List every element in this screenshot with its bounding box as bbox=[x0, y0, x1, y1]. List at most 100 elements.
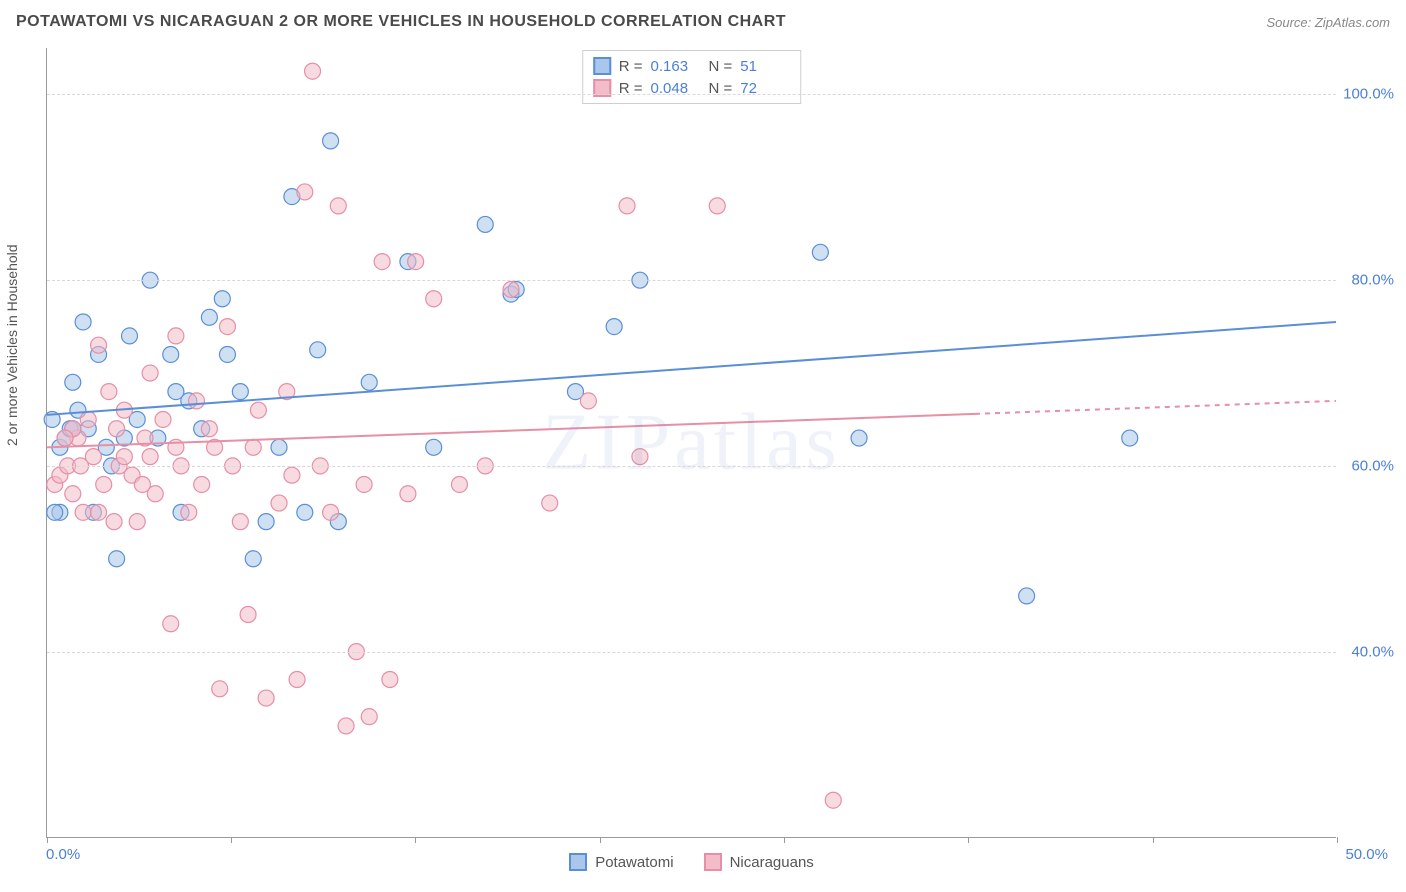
data-point bbox=[219, 319, 235, 335]
data-point bbox=[109, 421, 125, 437]
data-point bbox=[245, 439, 261, 455]
y-tick-label: 100.0% bbox=[1343, 86, 1394, 103]
data-point bbox=[212, 681, 228, 697]
data-point bbox=[134, 476, 150, 492]
data-point bbox=[382, 672, 398, 688]
r-label: R = bbox=[619, 58, 643, 75]
legend-item: Potawatomi bbox=[569, 853, 673, 871]
data-point bbox=[75, 314, 91, 330]
chart-title: POTAWATOMI VS NICARAGUAN 2 OR MORE VEHIC… bbox=[16, 13, 786, 31]
data-point bbox=[305, 63, 321, 79]
data-point bbox=[851, 430, 867, 446]
data-point bbox=[310, 342, 326, 358]
n-value: 51 bbox=[740, 58, 790, 75]
data-point bbox=[323, 504, 339, 520]
data-point bbox=[232, 514, 248, 530]
data-point bbox=[709, 198, 725, 214]
gridline bbox=[47, 280, 1336, 281]
legend-swatch bbox=[593, 57, 611, 75]
data-point bbox=[580, 393, 596, 409]
data-point bbox=[232, 384, 248, 400]
x-tick bbox=[1337, 837, 1338, 843]
gridline bbox=[47, 94, 1336, 95]
x-tick bbox=[784, 837, 785, 843]
data-point bbox=[116, 449, 132, 465]
r-value: 0.163 bbox=[651, 58, 701, 75]
data-point bbox=[271, 439, 287, 455]
x-tick bbox=[231, 837, 232, 843]
legend-stat-row: R =0.048N =72 bbox=[593, 77, 791, 99]
data-point bbox=[619, 198, 635, 214]
data-point bbox=[812, 244, 828, 260]
data-point bbox=[451, 476, 467, 492]
data-point bbox=[400, 486, 416, 502]
x-tick bbox=[1153, 837, 1154, 843]
header: POTAWATOMI VS NICARAGUAN 2 OR MORE VEHIC… bbox=[0, 0, 1406, 44]
legend-stat-row: R = 0.163 N = 51 bbox=[593, 55, 791, 77]
data-point bbox=[194, 476, 210, 492]
data-point bbox=[101, 384, 117, 400]
data-point bbox=[1122, 430, 1138, 446]
data-point bbox=[542, 495, 558, 511]
data-point bbox=[825, 792, 841, 808]
y-tick-label: 60.0% bbox=[1351, 458, 1394, 475]
data-point bbox=[330, 198, 346, 214]
data-point bbox=[323, 133, 339, 149]
data-point bbox=[361, 709, 377, 725]
source-label: Source: ZipAtlas.com bbox=[1266, 15, 1390, 30]
data-point bbox=[163, 346, 179, 362]
trend-line bbox=[47, 322, 1336, 415]
data-point bbox=[632, 449, 648, 465]
data-point bbox=[250, 402, 266, 418]
gridline bbox=[47, 466, 1336, 467]
data-point bbox=[142, 365, 158, 381]
y-tick-label: 40.0% bbox=[1351, 644, 1394, 661]
chart-frame: R =0.163N =51R =0.048N =72 ZIPatlas Pota… bbox=[46, 48, 1336, 838]
data-point bbox=[408, 254, 424, 270]
y-axis-label: 2 or more Vehicles in Household bbox=[4, 244, 20, 446]
data-point bbox=[189, 393, 205, 409]
n-label: N = bbox=[709, 58, 733, 75]
data-point bbox=[201, 421, 217, 437]
y-tick-label: 80.0% bbox=[1351, 272, 1394, 289]
legend-label: Potawatomi bbox=[595, 854, 673, 871]
data-point bbox=[57, 430, 73, 446]
data-point bbox=[75, 504, 91, 520]
data-point bbox=[47, 504, 63, 520]
data-point bbox=[289, 672, 305, 688]
trend-line bbox=[47, 414, 975, 447]
data-point bbox=[155, 411, 171, 427]
legend-swatch bbox=[704, 853, 722, 871]
data-point bbox=[271, 495, 287, 511]
data-point bbox=[1019, 588, 1035, 604]
data-point bbox=[503, 281, 519, 297]
data-point bbox=[129, 514, 145, 530]
legend-label: Nicaraguans bbox=[730, 854, 814, 871]
data-point bbox=[163, 616, 179, 632]
data-point bbox=[91, 337, 107, 353]
x-start-label: 0.0% bbox=[46, 846, 80, 863]
gridline bbox=[47, 652, 1336, 653]
data-point bbox=[240, 606, 256, 622]
trend-line-dashed bbox=[975, 401, 1336, 414]
legend-stats: R = 0.163 N = 51 R =0.048N =72 bbox=[582, 50, 802, 104]
data-point bbox=[181, 504, 197, 520]
data-point bbox=[122, 328, 138, 344]
data-point bbox=[297, 504, 313, 520]
data-point bbox=[80, 411, 96, 427]
legend-series: Potawatomi Nicaraguans bbox=[47, 853, 1336, 871]
data-point bbox=[477, 216, 493, 232]
data-point bbox=[361, 374, 377, 390]
data-point bbox=[106, 514, 122, 530]
data-point bbox=[91, 504, 107, 520]
data-point bbox=[219, 346, 235, 362]
data-point bbox=[426, 291, 442, 307]
data-point bbox=[426, 439, 442, 455]
data-point bbox=[338, 718, 354, 734]
x-tick bbox=[415, 837, 416, 843]
x-tick bbox=[968, 837, 969, 843]
data-point bbox=[96, 476, 112, 492]
x-tick bbox=[600, 837, 601, 843]
x-end-label: 50.0% bbox=[1345, 846, 1388, 863]
data-point bbox=[297, 184, 313, 200]
